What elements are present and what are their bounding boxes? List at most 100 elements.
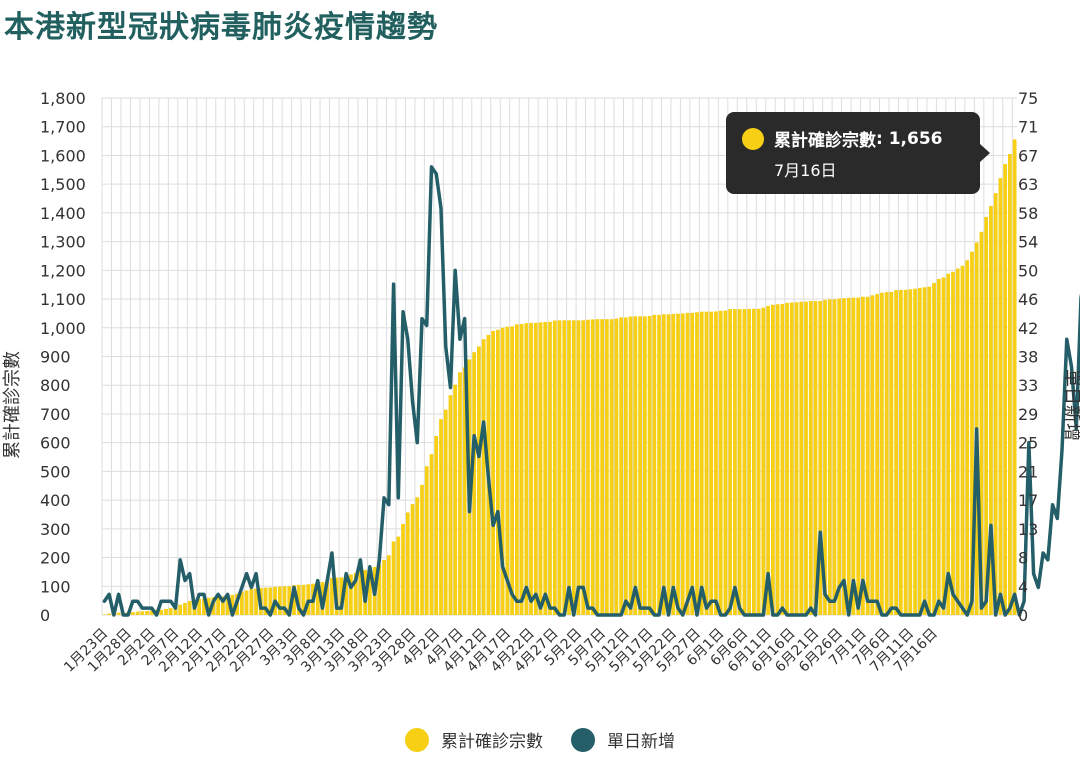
cumulative-bar[interactable] [661,314,666,615]
cumulative-bar[interactable] [652,314,657,615]
cumulative-bar[interactable] [495,329,500,615]
cumulative-bar[interactable] [856,297,861,615]
cumulative-bar[interactable] [676,313,680,615]
cumulative-bar[interactable] [927,286,932,615]
cumulative-bar[interactable] [581,320,586,615]
cumulative-bar[interactable] [382,559,386,615]
cumulative-bar[interactable] [1008,154,1012,615]
cumulative-bar[interactable] [970,251,974,616]
cumulative-bar[interactable] [619,317,624,615]
cumulative-bar[interactable] [386,555,391,615]
cumulative-bar[interactable] [628,316,633,615]
cumulative-bar[interactable] [770,304,775,615]
cumulative-bar[interactable] [633,316,638,615]
cumulative-bar[interactable] [102,614,107,615]
cumulative-bar[interactable] [898,289,903,615]
cumulative-bar[interactable] [609,319,614,615]
cumulative-bar[interactable] [206,597,211,615]
cumulative-bar[interactable] [434,436,439,615]
cumulative-bar[interactable] [187,600,192,615]
cumulative-bar[interactable] [704,311,709,615]
cumulative-bar[interactable] [462,367,467,615]
cumulative-bar[interactable] [282,586,287,615]
cumulative-bar[interactable] [225,595,230,615]
cumulative-bar[interactable] [552,320,557,615]
cumulative-bar[interactable] [477,346,481,615]
cumulative-bar[interactable] [761,307,766,615]
legend-item-cumulative[interactable]: 累計確診宗數 [405,727,543,752]
cumulative-bar[interactable] [429,454,434,615]
cumulative-bar[interactable] [268,587,273,615]
cumulative-bar[interactable] [794,302,799,615]
cumulative-bar[interactable] [889,291,894,615]
cumulative-bar[interactable] [576,320,581,615]
cumulative-bar[interactable] [529,322,533,615]
cumulative-bar[interactable] [538,322,543,615]
cumulative-bar[interactable] [1003,164,1008,616]
cumulative-bar[interactable] [804,301,808,615]
cumulative-bar[interactable] [642,316,647,615]
cumulative-bar[interactable] [894,290,898,615]
cumulative-bar[interactable] [424,466,429,615]
cumulative-bar[interactable] [391,541,396,615]
cumulative-bar[interactable] [922,287,927,615]
cumulative-bar[interactable] [780,303,785,615]
cumulative-bar[interactable] [865,296,870,615]
cumulative-bar[interactable] [448,395,453,615]
cumulative-bar[interactable] [960,265,965,615]
cumulative-bar[interactable] [671,313,676,615]
cumulative-bar[interactable] [244,590,249,615]
cumulative-bar[interactable] [842,298,846,615]
cumulative-bar[interactable] [254,588,258,615]
cumulative-bar[interactable] [358,570,363,615]
cumulative-bar[interactable] [936,278,941,615]
cumulative-bar[interactable] [453,384,458,615]
cumulative-bar[interactable] [851,297,856,615]
cumulative-bar[interactable] [349,574,353,615]
cumulative-bar[interactable] [884,292,889,615]
cumulative-bar[interactable] [130,612,135,615]
cumulative-bar[interactable] [396,536,401,615]
cumulative-bar[interactable] [685,312,690,615]
cumulative-bar[interactable] [491,330,495,615]
cumulative-bar[interactable] [353,573,358,615]
cumulative-bar[interactable] [377,564,382,615]
cumulative-bar[interactable] [183,602,187,615]
cumulative-bar[interactable] [624,317,628,615]
cumulative-bar[interactable] [638,316,642,615]
cumulative-bar[interactable] [832,299,837,615]
cumulative-bar[interactable] [766,305,770,615]
legend-item-daily[interactable]: 單日新增 [571,727,675,752]
cumulative-bar[interactable] [880,292,884,615]
cumulative-bar[interactable] [1012,139,1017,616]
cumulative-bar[interactable] [107,613,111,615]
cumulative-bar[interactable] [301,584,306,615]
cumulative-bar[interactable] [533,322,538,615]
cumulative-bar[interactable] [202,598,206,615]
cumulative-bar[interactable] [505,326,510,615]
cumulative-bar[interactable] [159,609,164,615]
cumulative-bar[interactable] [116,612,121,615]
cumulative-bar[interactable] [680,313,685,615]
cumulative-bar[interactable] [557,320,562,615]
cumulative-bar[interactable] [989,205,993,616]
cumulative-bar[interactable] [458,372,462,615]
cumulative-bar[interactable] [875,293,880,615]
cumulative-bar[interactable] [330,577,334,615]
cumulative-bar[interactable] [984,216,989,615]
cumulative-bar[interactable] [221,596,225,615]
cumulative-bar[interactable] [614,318,619,615]
cumulative-bar[interactable] [908,289,913,615]
cumulative-bar[interactable] [690,312,695,615]
cumulative-bar[interactable] [913,288,917,615]
cumulative-bar[interactable] [647,316,652,615]
cumulative-bar[interactable] [742,309,747,615]
cumulative-bar[interactable] [149,610,154,615]
cumulative-bar[interactable] [605,319,609,615]
cumulative-bar[interactable] [998,178,1003,615]
cumulative-bar[interactable] [410,504,415,615]
cumulative-bar[interactable] [325,580,330,615]
cumulative-bar[interactable] [846,297,851,615]
cumulative-bar[interactable] [315,582,320,615]
cumulative-bar[interactable] [292,585,296,615]
